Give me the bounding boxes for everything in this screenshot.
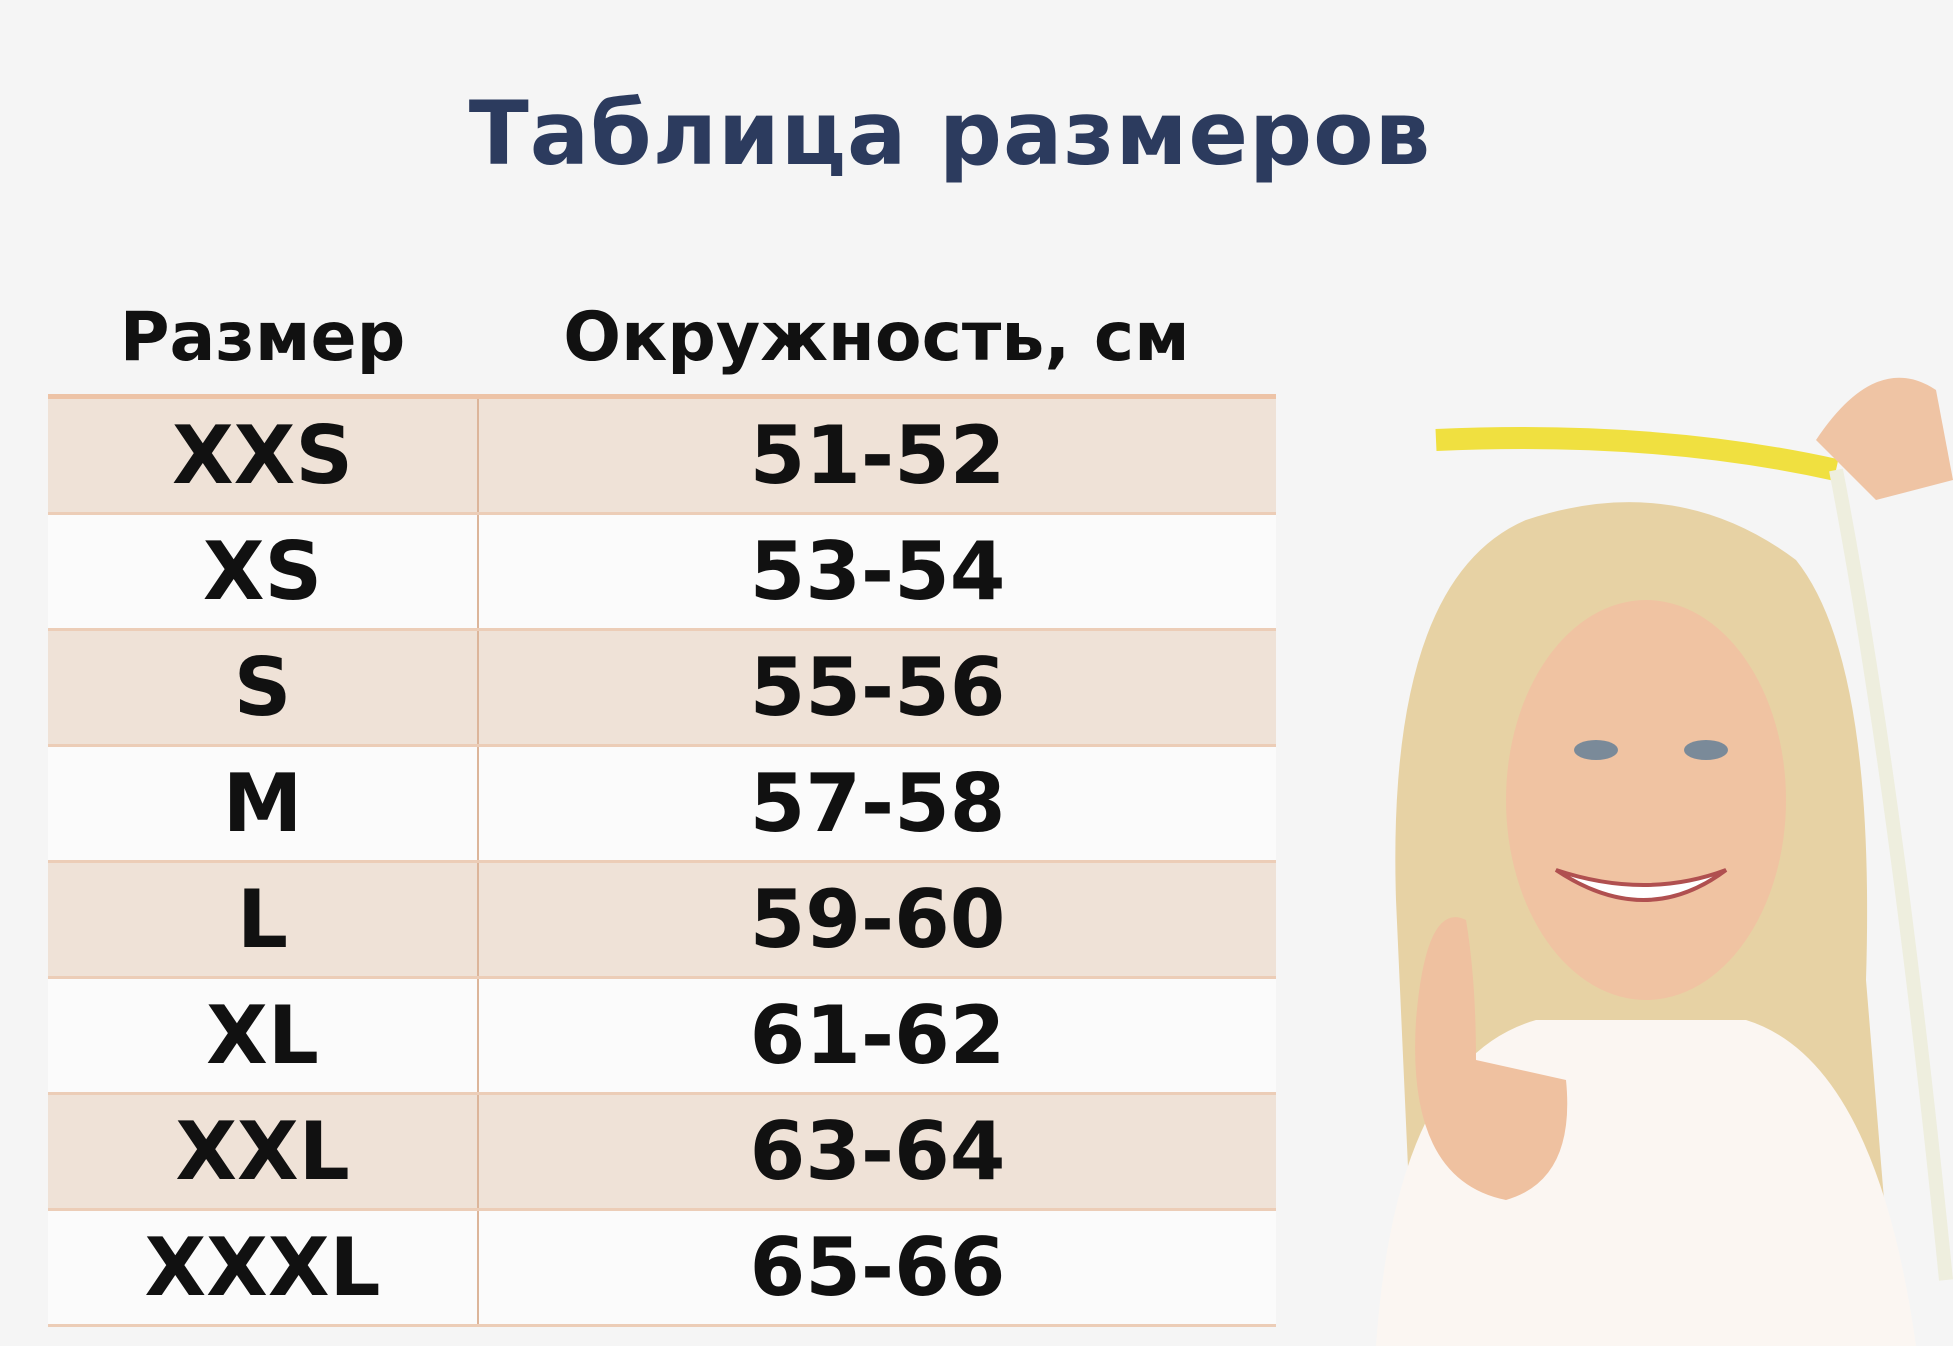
- circumference-cell: 53-54: [749, 525, 1006, 618]
- size-table: XXS 51-52 XS 53-54 S 55-56 M 57-58 L 59-60 XL 61-62…: [48, 394, 1276, 1327]
- circumference-cell: 61-62: [749, 989, 1006, 1082]
- circumference-cell: 51-52: [749, 409, 1006, 502]
- table-row: XS 53-54: [48, 515, 1276, 631]
- size-cell: XL: [48, 979, 479, 1092]
- circumference-cell: 65-66: [749, 1221, 1006, 1314]
- table-row: M 57-58: [48, 747, 1276, 863]
- table-row: S 55-56: [48, 631, 1276, 747]
- size-cell: S: [48, 631, 479, 744]
- table-row: XL 61-62: [48, 979, 1276, 1095]
- size-cell: XS: [48, 515, 479, 628]
- size-cell: XXXL: [48, 1211, 479, 1324]
- table-row: L 59-60: [48, 863, 1276, 979]
- circumference-cell: 59-60: [749, 873, 1006, 966]
- woman-measuring-head-photo: [1276, 280, 1953, 1346]
- header-size: Размер: [119, 298, 406, 377]
- header-circumference: Окружность, см: [563, 298, 1190, 377]
- table-row: XXS 51-52: [48, 399, 1276, 515]
- circumference-cell: 63-64: [749, 1105, 1006, 1198]
- size-cell: XXL: [48, 1095, 479, 1208]
- size-cell: XXS: [48, 399, 479, 512]
- size-cell: L: [48, 863, 479, 976]
- circumference-cell: 57-58: [749, 757, 1006, 850]
- table-row: XXL 63-64: [48, 1095, 1276, 1211]
- page-title: Таблица размеров: [468, 82, 1432, 185]
- size-cell: M: [48, 747, 479, 860]
- table-row: XXXL 65-66: [48, 1211, 1276, 1327]
- circumference-cell: 55-56: [749, 641, 1006, 734]
